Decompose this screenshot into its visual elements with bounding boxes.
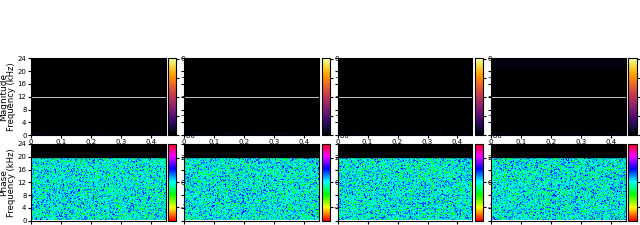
Y-axis label: [radians]: [radians] [344, 165, 353, 200]
Y-axis label: [radians]: [radians] [190, 165, 199, 200]
X-axis label: Time (s): Time (s) [81, 146, 115, 155]
X-axis label: Time (s): Time (s) [541, 146, 575, 155]
Y-axis label: [radians]: [radians] [497, 165, 506, 200]
Bar [338, 144, 472, 157]
Y-axis label: Frequency (kHz): Frequency (kHz) [7, 148, 16, 216]
Bar [31, 144, 166, 157]
X-axis label: Time (s): Time (s) [388, 146, 422, 155]
Text: Magnitude: Magnitude [0, 73, 8, 121]
Text: (d) ScoreDec: (d) ScoreDec [534, 193, 593, 202]
Text: (a) Ground truth: (a) Ground truth [67, 193, 141, 202]
Bar [184, 144, 319, 157]
Bar [491, 144, 626, 157]
Text: (c) fully trained AudioDec
(with adversarial loss): (c) fully trained AudioDec (with adversa… [353, 193, 468, 213]
Y-axis label: Frequency (kHz): Frequency (kHz) [7, 62, 16, 131]
Text: (b) AudioDec pretraining
(only metric loss): (b) AudioDec pretraining (only metric lo… [201, 193, 313, 213]
Text: Phase: Phase [0, 169, 8, 196]
X-axis label: Time (s): Time (s) [235, 146, 269, 155]
